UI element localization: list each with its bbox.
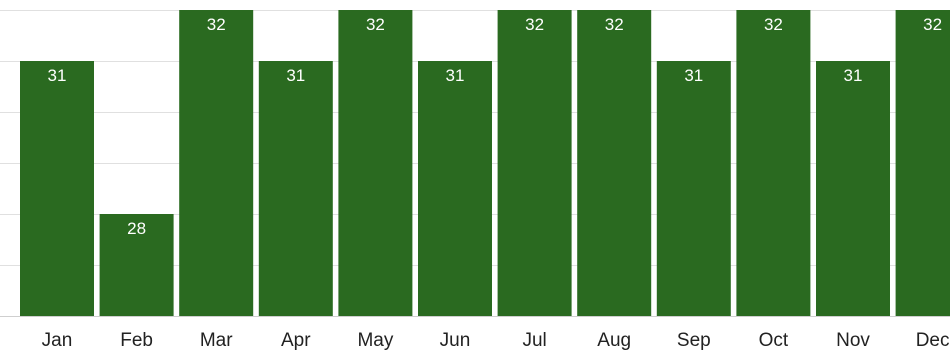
bar-mar [179, 10, 254, 316]
data-labels: 31 28 32 31 32 31 32 32 31 32 31 32 [48, 15, 943, 238]
data-label-jun: 31 [446, 66, 465, 85]
bar-sep [656, 61, 731, 316]
bars [20, 10, 950, 316]
data-label-nov: 31 [844, 66, 863, 85]
data-label-jul: 32 [525, 15, 544, 34]
bar-apr [258, 61, 333, 316]
bar-jan [20, 61, 94, 316]
bar-jun [418, 61, 492, 316]
data-label-jan: 31 [48, 66, 67, 85]
bar-dec [895, 10, 950, 316]
x-tick-label-mar: Mar [200, 330, 233, 351]
data-label-oct: 32 [764, 15, 783, 34]
x-tick-label-may: May [357, 330, 393, 351]
x-tick-label-nov: Nov [836, 330, 870, 351]
data-label-apr: 31 [286, 66, 305, 85]
data-label-feb: 28 [127, 219, 146, 238]
x-tick-label-jul: Jul [522, 330, 546, 351]
bar-feb [99, 214, 174, 316]
bar-jul [497, 10, 572, 316]
bar-nov [816, 61, 890, 316]
x-axis: Jan Feb Mar Apr May Jun Jul Aug Sep Oct Nov Dec [42, 330, 950, 351]
x-tick-label-jun: Jun [440, 330, 471, 351]
data-label-may: 32 [366, 15, 385, 34]
bar-may [338, 10, 413, 316]
data-label-dec: 32 [923, 15, 942, 34]
data-label-mar: 32 [207, 15, 226, 34]
x-tick-label-jan: Jan [42, 330, 73, 351]
x-tick-label-dec: Dec [916, 330, 950, 351]
data-label-sep: 31 [684, 66, 703, 85]
x-tick-label-apr: Apr [281, 330, 311, 351]
x-tick-label-oct: Oct [759, 330, 789, 351]
bar-aug [577, 10, 652, 316]
x-tick-label-aug: Aug [597, 330, 631, 351]
bar-oct [736, 10, 811, 316]
x-tick-label-feb: Feb [120, 330, 153, 351]
x-tick-label-sep: Sep [677, 330, 711, 351]
data-label-aug: 32 [605, 15, 624, 34]
